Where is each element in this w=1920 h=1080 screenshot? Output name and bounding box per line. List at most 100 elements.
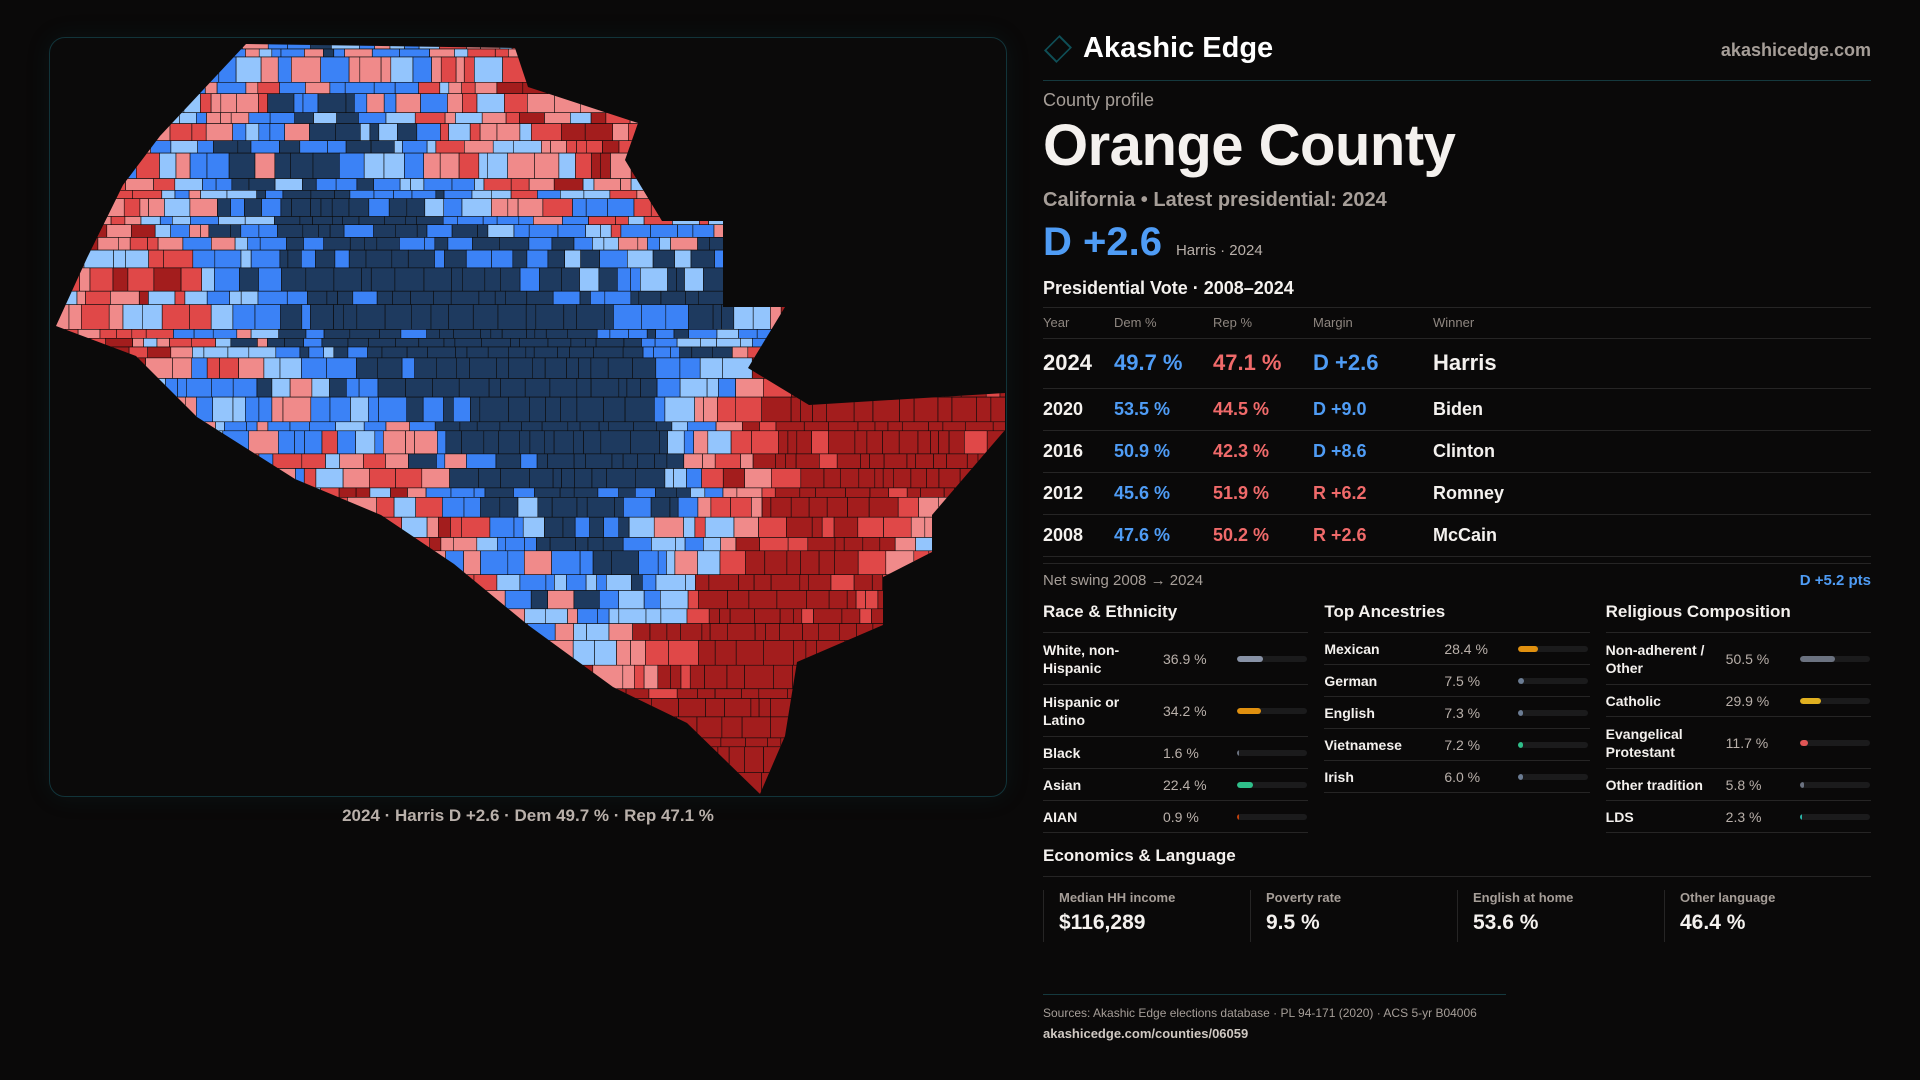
precinct[interactable] — [824, 140, 842, 154]
precinct[interactable] — [910, 304, 938, 330]
precinct[interactable] — [214, 249, 242, 269]
precinct[interactable] — [837, 267, 866, 292]
precinct[interactable] — [880, 737, 905, 748]
precinct[interactable] — [888, 487, 908, 498]
precinct[interactable] — [715, 421, 743, 432]
precinct[interactable] — [873, 640, 904, 666]
precinct[interactable] — [936, 140, 967, 154]
precinct[interactable] — [837, 93, 855, 113]
precinct[interactable] — [939, 152, 968, 179]
precinct[interactable] — [129, 237, 148, 251]
precinct[interactable] — [454, 48, 469, 58]
precinct[interactable] — [294, 112, 314, 124]
precinct[interactable] — [679, 737, 700, 748]
precinct[interactable] — [641, 48, 664, 58]
precinct[interactable] — [697, 550, 721, 575]
precinct[interactable] — [653, 396, 666, 423]
precinct[interactable] — [290, 152, 314, 179]
precinct[interactable] — [544, 608, 568, 624]
precinct[interactable] — [620, 224, 651, 238]
precinct[interactable] — [508, 698, 525, 718]
precinct[interactable] — [998, 357, 1007, 379]
precinct[interactable] — [701, 140, 720, 154]
precinct[interactable] — [245, 48, 260, 58]
precinct[interactable] — [373, 190, 394, 200]
precinct[interactable] — [855, 224, 866, 238]
precinct[interactable] — [946, 453, 968, 469]
precinct[interactable] — [507, 152, 535, 179]
precinct[interactable] — [909, 290, 934, 306]
precinct[interactable] — [378, 396, 408, 423]
precinct[interactable] — [305, 537, 336, 552]
precinct[interactable] — [944, 664, 955, 690]
precinct[interactable] — [852, 152, 877, 179]
precinct[interactable] — [520, 41, 538, 50]
precinct[interactable] — [459, 716, 474, 739]
precinct[interactable] — [670, 140, 692, 154]
precinct[interactable] — [904, 737, 915, 748]
precinct[interactable] — [717, 93, 731, 113]
precinct[interactable] — [945, 329, 975, 339]
precinct[interactable] — [277, 56, 292, 83]
precinct[interactable] — [856, 623, 874, 641]
precinct[interactable] — [635, 468, 666, 489]
precinct[interactable] — [393, 496, 417, 518]
precinct[interactable] — [753, 41, 771, 50]
precinct[interactable] — [609, 190, 638, 200]
precinct[interactable] — [439, 82, 450, 95]
precinct[interactable] — [312, 550, 341, 575]
precinct[interactable] — [754, 623, 766, 641]
precinct[interactable] — [687, 304, 714, 330]
precinct[interactable] — [355, 487, 371, 498]
precinct[interactable] — [236, 329, 252, 339]
precinct[interactable] — [705, 698, 725, 718]
precinct[interactable] — [127, 664, 144, 690]
precinct[interactable] — [139, 430, 161, 455]
precinct[interactable] — [103, 640, 129, 666]
precinct[interactable] — [159, 152, 177, 179]
precinct[interactable] — [215, 421, 225, 432]
precinct[interactable] — [482, 216, 498, 225]
precinct[interactable] — [519, 688, 549, 699]
precinct[interactable] — [714, 640, 737, 666]
precinct[interactable] — [114, 574, 132, 591]
precinct[interactable] — [706, 82, 731, 95]
precinct[interactable] — [426, 140, 437, 154]
precinct[interactable] — [840, 357, 852, 379]
precinct[interactable] — [276, 224, 304, 238]
precinct[interactable] — [529, 396, 546, 423]
precinct[interactable] — [352, 290, 378, 306]
precinct[interactable] — [395, 608, 423, 624]
precinct[interactable] — [260, 590, 288, 610]
precinct[interactable] — [554, 93, 581, 113]
precinct[interactable] — [222, 430, 250, 455]
precinct[interactable] — [984, 56, 1000, 83]
precinct[interactable] — [344, 82, 375, 95]
precinct[interactable] — [461, 516, 491, 538]
precinct[interactable] — [882, 304, 911, 330]
precinct[interactable] — [120, 516, 130, 538]
precinct[interactable] — [496, 216, 520, 225]
precinct[interactable] — [280, 48, 305, 58]
precinct[interactable] — [149, 574, 174, 591]
precinct[interactable] — [693, 430, 709, 455]
precinct[interactable] — [449, 468, 479, 489]
precinct[interactable] — [452, 396, 471, 423]
precinct[interactable] — [389, 574, 418, 591]
precinct[interactable] — [651, 698, 679, 718]
precinct[interactable] — [897, 56, 924, 83]
precinct[interactable] — [708, 216, 727, 225]
precinct[interactable] — [180, 516, 206, 538]
precinct[interactable] — [263, 357, 281, 379]
precinct[interactable] — [51, 590, 80, 610]
precinct[interactable] — [738, 56, 759, 83]
precinct[interactable] — [607, 421, 634, 432]
precinct[interactable] — [972, 664, 982, 690]
precinct[interactable] — [349, 664, 363, 690]
precinct[interactable] — [302, 224, 319, 238]
precinct[interactable] — [370, 516, 384, 538]
precinct[interactable] — [855, 590, 866, 610]
precinct[interactable] — [790, 329, 813, 339]
precinct[interactable] — [305, 82, 331, 95]
precinct[interactable] — [494, 290, 506, 306]
